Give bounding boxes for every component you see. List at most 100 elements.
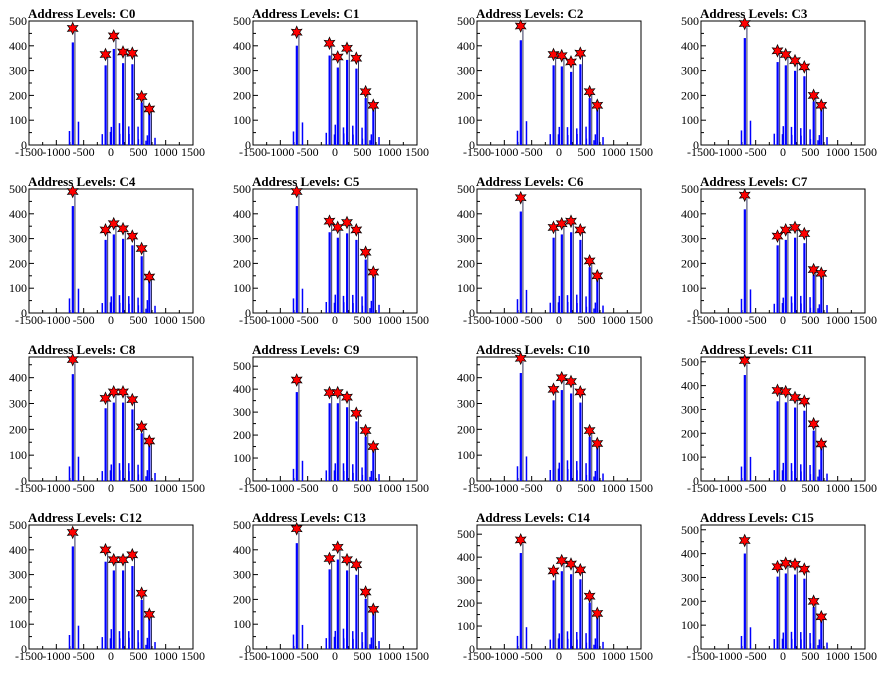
histogram-bar	[588, 98, 591, 145]
x-tick-label: 500	[353, 649, 371, 663]
histogram-bar-small	[585, 642, 588, 649]
x-tick-label: -500	[745, 313, 767, 327]
peak-marker	[117, 552, 129, 567]
histogram-bar-small	[817, 308, 819, 313]
y-tick-label: 300	[233, 405, 251, 419]
y-tick-label: 500	[233, 14, 251, 28]
histogram-bar	[372, 450, 375, 481]
histogram-bar	[570, 71, 573, 145]
x-tick-label: 500	[577, 145, 595, 159]
plot-frame	[476, 20, 642, 146]
x-tick-label: -500	[745, 649, 767, 663]
histogram-bar	[148, 281, 151, 313]
x-tick-label: -1000	[490, 649, 518, 663]
x-tick-label: -500	[521, 481, 543, 495]
y-tick-label: 300	[233, 232, 251, 246]
histogram-bar	[131, 409, 134, 481]
peak-marker	[555, 216, 568, 231]
histogram-bar-small	[576, 470, 578, 481]
y-tick-label: 400	[681, 39, 699, 53]
histogram-bar-small	[334, 124, 337, 145]
histogram-bar	[519, 211, 522, 313]
y-tick-label: 200	[681, 426, 699, 440]
histogram-bar-small	[145, 140, 147, 145]
histogram-bar-small	[370, 637, 373, 649]
peak-marker	[331, 50, 344, 64]
peak-marker	[66, 21, 79, 36]
histogram-bar-small	[109, 638, 112, 649]
x-tick-label: -1500	[463, 649, 491, 663]
histogram-bar	[104, 65, 107, 145]
histogram-bar	[596, 448, 599, 481]
y-tick-label: 0	[21, 642, 27, 656]
x-tick-label: -500	[73, 145, 95, 159]
peak-marker	[341, 215, 353, 230]
histogram-bar-small	[146, 300, 149, 313]
x-tick-label: 0	[556, 649, 562, 663]
x-tick-label: -1000	[266, 481, 294, 495]
peak-marker	[779, 556, 792, 571]
y-tick-label: 0	[469, 474, 475, 488]
histogram-bar	[364, 598, 367, 649]
peak-marker	[583, 423, 596, 438]
peak-marker	[290, 521, 303, 536]
x-tick-label: -1000	[490, 145, 518, 159]
peak-marker	[771, 559, 784, 574]
histogram-bar	[295, 392, 298, 481]
histogram-bar-small	[826, 642, 828, 649]
histogram-bar-small	[110, 464, 113, 481]
histogram-bar-small	[809, 643, 812, 649]
y-tick-label: 300	[9, 232, 27, 246]
panel-title: Address Levels: C15	[700, 510, 814, 525]
y-tick-label: 300	[457, 64, 475, 78]
histogram-bar-small	[781, 470, 784, 481]
x-tick-label: 1500	[853, 145, 877, 159]
histogram-bar-small	[370, 470, 373, 481]
histogram-bar-small	[119, 470, 121, 481]
histogram-bar	[122, 570, 125, 649]
x-tick-label: -1500	[239, 313, 267, 327]
peak-marker	[738, 188, 751, 203]
histogram-bar-small	[369, 308, 371, 313]
histogram-bar	[588, 267, 591, 313]
x-tick-label: 1000	[154, 313, 178, 327]
peak-marker	[807, 594, 820, 609]
peak-marker	[135, 419, 148, 434]
y-tick-label: 100	[681, 113, 699, 127]
histogram-bar	[140, 256, 143, 313]
x-tick-label: -1000	[266, 145, 294, 159]
peak-marker	[350, 223, 363, 237]
peak-marker	[574, 46, 587, 61]
peak-marker	[779, 384, 792, 399]
histogram-bar-small	[333, 134, 336, 145]
x-tick-label: -500	[297, 481, 319, 495]
x-tick-label: -1500	[239, 481, 267, 495]
peak-marker	[143, 270, 156, 284]
x-tick-label: 1500	[405, 649, 429, 663]
histogram-bar-small	[602, 137, 604, 145]
histogram-bar-small	[146, 470, 149, 481]
histogram-bar	[112, 234, 115, 313]
histogram-panel: Address Levels: C60100200300400500-1500-…	[457, 174, 653, 327]
y-tick-label: 0	[469, 306, 475, 320]
peak-marker	[341, 41, 353, 56]
histogram-bar	[140, 433, 143, 481]
peak-marker	[99, 223, 112, 237]
histogram-bar	[820, 110, 823, 145]
x-tick-label: 0	[108, 145, 114, 159]
histogram-bar-small	[301, 122, 304, 145]
y-tick-label: 300	[681, 402, 699, 416]
histogram-bar-small	[558, 462, 561, 481]
histogram-bar-small	[352, 303, 354, 313]
plot-frame	[700, 188, 866, 314]
x-tick-label: -500	[73, 313, 95, 327]
plot-frame	[252, 356, 418, 482]
histogram-bar	[579, 579, 582, 649]
x-tick-label: -500	[297, 649, 319, 663]
x-tick-label: 0	[332, 313, 338, 327]
histogram-bar-small	[334, 294, 337, 313]
histogram-bar-small	[817, 645, 819, 649]
y-tick-label: 0	[245, 642, 251, 656]
peak-marker	[807, 262, 820, 277]
peak-marker	[126, 547, 139, 562]
